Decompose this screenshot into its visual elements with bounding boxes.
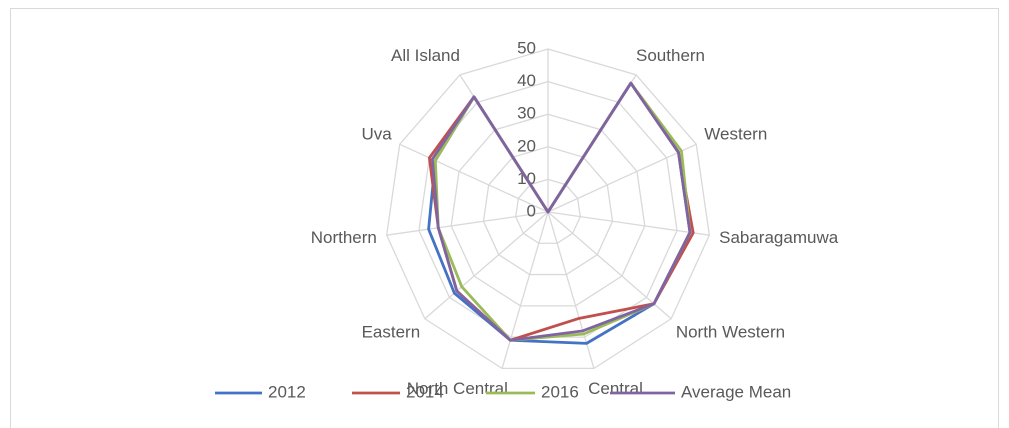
legend-label: 2012 [268,382,306,401]
grid-ring [450,113,646,307]
grid-ring [385,48,711,370]
legend-label: 2014 [406,382,444,401]
grid-ring [482,146,614,276]
series-line [433,81,692,342]
r-tick-label: 50 [517,38,536,57]
legend-label: Average Mean [681,382,791,401]
spoke [547,211,710,236]
spoke [424,211,549,320]
r-tick-label: 30 [517,104,536,123]
series-line [430,81,692,342]
category-label: Sabaragamuwa [719,228,839,247]
legend-label: 2016 [541,382,579,401]
category-label: Central [588,379,643,398]
category-label: North Western [676,323,785,342]
spoke [386,211,549,236]
spoke [547,143,697,213]
category-label: North Central [407,379,508,398]
spoke [399,143,549,213]
category-label: Eastern [362,323,421,342]
category-label: Northern [311,228,377,247]
spoke [501,211,549,369]
category-label: Uva [361,125,392,144]
r-tick-label: 0 [527,201,536,220]
r-tick-label: 40 [517,71,536,90]
category-label: All Island [391,46,460,65]
spoke [547,211,595,369]
category-label: Southern [636,46,705,65]
spoke [547,211,672,320]
r-tick-label: 20 [517,136,536,155]
grid-ring [515,178,581,244]
chart-frame [10,8,999,428]
category-label: Western [704,125,767,144]
